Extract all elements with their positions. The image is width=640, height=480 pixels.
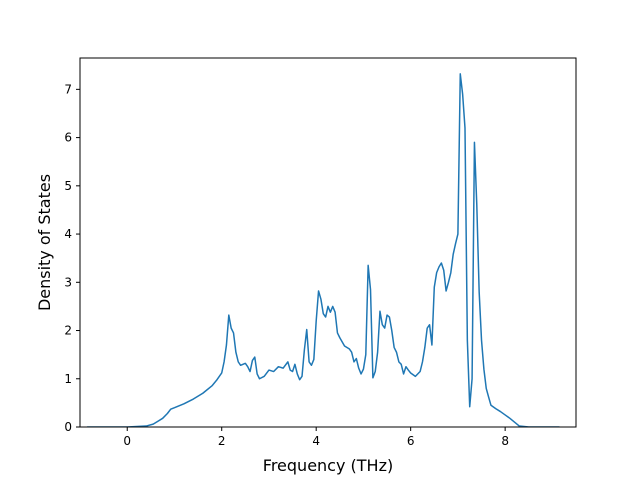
x-tick-label: 2: [218, 434, 226, 448]
x-tick-label: 0: [123, 434, 131, 448]
y-tick-label: 3: [64, 275, 72, 289]
axis-ticks: 0 2 4 6 8 0 1 2 3 4 5 6 7: [64, 82, 509, 448]
y-tick-label: 7: [64, 82, 72, 96]
y-tick-label: 2: [64, 324, 72, 338]
dos-series-line: [87, 73, 560, 427]
y-tick-label: 5: [64, 179, 72, 193]
y-tick-label: 0: [64, 420, 72, 434]
x-tick-label: 8: [501, 434, 509, 448]
x-axis-label: Frequency (THz): [263, 456, 393, 475]
plot-area: [87, 73, 560, 427]
y-tick-label: 1: [64, 372, 72, 386]
axes-frame: [79, 57, 577, 428]
y-tick-label: 6: [64, 131, 72, 145]
y-tick-label: 4: [64, 227, 72, 241]
x-tick-label: 6: [407, 434, 415, 448]
y-axis-label: Density of States: [35, 174, 54, 311]
x-tick-label: 4: [312, 434, 320, 448]
